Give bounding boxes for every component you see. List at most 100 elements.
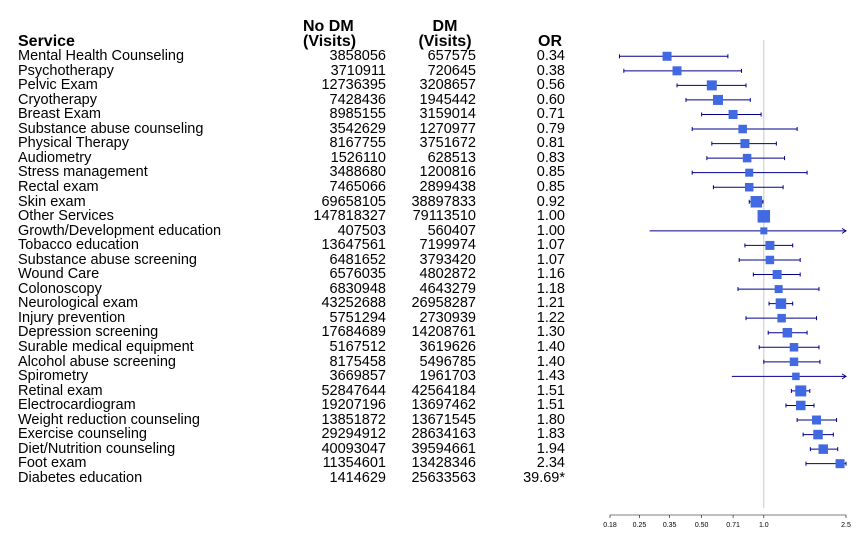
- point-estimate-marker: [744, 182, 754, 192]
- no-dm-visits: 8167755: [329, 135, 386, 152]
- service-name: Rectal exam: [18, 178, 99, 195]
- service-name: Psychotherapy: [18, 62, 114, 79]
- dm-visits: 3159014: [419, 106, 476, 123]
- no-dm-visits: 11354601: [322, 455, 386, 472]
- header-no-dm: No DM (Visits): [303, 19, 357, 50]
- service-name: Other Services: [18, 208, 114, 225]
- point-estimate-marker: [782, 327, 793, 338]
- dm-visits: 26958287: [411, 295, 476, 312]
- no-dm-visits: 13647561: [321, 237, 386, 254]
- header-service: Service: [18, 33, 75, 50]
- dm-visits: 1961703: [419, 368, 476, 385]
- no-dm-visits: 3669857: [329, 368, 386, 385]
- point-estimate-marker: [795, 385, 807, 397]
- point-estimate-marker: [796, 400, 806, 411]
- no-dm-visits: 7428436: [329, 91, 386, 108]
- table-row: Wound Care 6576035 4802872 1.16: [0, 267, 866, 282]
- odds-ratio: 1.16: [536, 266, 565, 283]
- dm-visits: 79113510: [412, 208, 476, 225]
- table-row: Diabetes education 1414629 25633563 39.69*: [0, 471, 866, 486]
- dm-visits: 28634163: [411, 426, 476, 443]
- point-estimate-marker: [742, 153, 752, 163]
- no-dm-visits: 13851872: [321, 411, 386, 428]
- point-estimate-marker: [835, 459, 845, 469]
- service-name: Surable medical equipment: [18, 339, 194, 355]
- table-row: Exercise counseling 29294912 28634163 1.83: [0, 427, 866, 442]
- service-name: Substance abuse counseling: [18, 120, 204, 137]
- odds-ratio: 1.40: [536, 353, 565, 370]
- odds-ratio: 1.40: [536, 339, 565, 355]
- no-dm-visits: 1414629: [329, 469, 386, 486]
- dm-visits: 2730939: [419, 309, 476, 326]
- point-estimate-marker: [740, 139, 750, 149]
- dm-visits: 628513: [427, 149, 476, 166]
- service-name: Spirometry: [18, 368, 89, 385]
- point-estimate-marker: [760, 227, 768, 235]
- odds-ratio: 1.21: [536, 295, 565, 312]
- point-estimate-marker: [738, 124, 747, 134]
- dm-visits: 3619626: [419, 339, 476, 355]
- x-axis-tick-label: 0.50: [695, 522, 709, 529]
- point-estimate-marker: [812, 415, 822, 425]
- x-axis-tick-label: 2.5: [841, 522, 851, 529]
- service-name: Growth/Development education: [18, 222, 222, 239]
- table-row: Tobacco education 13647561 7199974 1.07: [0, 238, 866, 253]
- table-row: Cryotherapy 7428436 1945442 0.60: [0, 93, 866, 108]
- odds-ratio: 1.00: [536, 222, 565, 239]
- no-dm-visits: 5167512: [329, 339, 386, 355]
- no-dm-visits: 3858056: [329, 48, 386, 64]
- header-no-dm-line2: (Visits): [303, 33, 357, 50]
- dm-visits: 14208761: [411, 324, 476, 341]
- point-estimate-marker: [765, 255, 775, 265]
- table-row: Mental Health Counseling 3858056 657575 0.3…: [0, 49, 866, 64]
- table-row: Substance abuse screening 6481652 3793420 1…: [0, 253, 866, 268]
- no-dm-visits: 1526110: [330, 149, 386, 166]
- ci-arrow: [841, 227, 847, 234]
- odds-ratio: 2.34: [536, 455, 565, 472]
- table-row: Growth/Development education 407503 560407…: [0, 224, 866, 239]
- point-estimate-marker: [750, 196, 763, 208]
- dm-visits: 13428346: [411, 455, 476, 472]
- odds-ratio: 1.51: [536, 397, 565, 414]
- no-dm-visits: 69658105: [321, 193, 386, 210]
- odds-ratio: 0.79: [536, 120, 565, 137]
- table-row: Depression screening 17684689 14208761 1.30: [0, 325, 866, 340]
- x-axis-tick-label: 0.18: [603, 522, 617, 529]
- dm-visits: 1270977: [419, 120, 476, 137]
- point-estimate-marker: [765, 240, 775, 250]
- ci-arrow: [841, 373, 847, 380]
- service-name: Retinal exam: [18, 382, 103, 399]
- no-dm-visits: 29294912: [321, 426, 386, 443]
- table-row: Other Services 147818327 79113510 1.00: [0, 209, 866, 224]
- odds-ratio: 0.38: [536, 62, 565, 79]
- odds-ratio: 39.69*: [523, 469, 565, 486]
- no-dm-visits: 12736395: [321, 77, 386, 94]
- no-dm-visits: 5751294: [329, 309, 386, 326]
- service-name: Cryotherapy: [18, 91, 97, 108]
- odds-ratio: 0.81: [536, 135, 565, 152]
- table-row: Substance abuse counseling 3542629 1270977…: [0, 122, 866, 137]
- dm-visits: 3793420: [419, 251, 476, 268]
- odds-ratio: 0.34: [536, 48, 565, 64]
- service-name: Colonoscopy: [18, 280, 102, 297]
- point-estimate-marker: [712, 94, 723, 105]
- table-row: Audiometry 1526110 628513 0.83: [0, 151, 866, 166]
- table-row: Physical Therapy 8167755 3751672 0.81: [0, 136, 866, 151]
- table-row: Neurological exam 43252688 26958287 1.21: [0, 296, 866, 311]
- table-row: Electrocardiogram 19207196 13697462 1.51: [0, 398, 866, 413]
- point-estimate-marker: [818, 444, 829, 454]
- service-name: Neurological exam: [18, 295, 139, 312]
- point-estimate-marker: [772, 270, 782, 280]
- table-row: Foot exam 11354601 13428346 2.34: [0, 456, 866, 471]
- odds-ratio: 1.94: [536, 440, 565, 457]
- service-name: Alcohol abuse screening: [18, 353, 176, 370]
- service-name: Wound Care: [18, 266, 100, 283]
- odds-ratio: 1.18: [536, 280, 565, 297]
- service-name: Depression screening: [18, 324, 159, 341]
- service-name: Foot exam: [18, 455, 87, 472]
- point-estimate-marker: [775, 298, 787, 309]
- no-dm-visits: 19207196: [321, 397, 386, 414]
- no-dm-visits: 6481652: [329, 251, 386, 268]
- header-dm-line2: (Visits): [418, 33, 472, 50]
- odds-ratio: 1.80: [536, 411, 565, 428]
